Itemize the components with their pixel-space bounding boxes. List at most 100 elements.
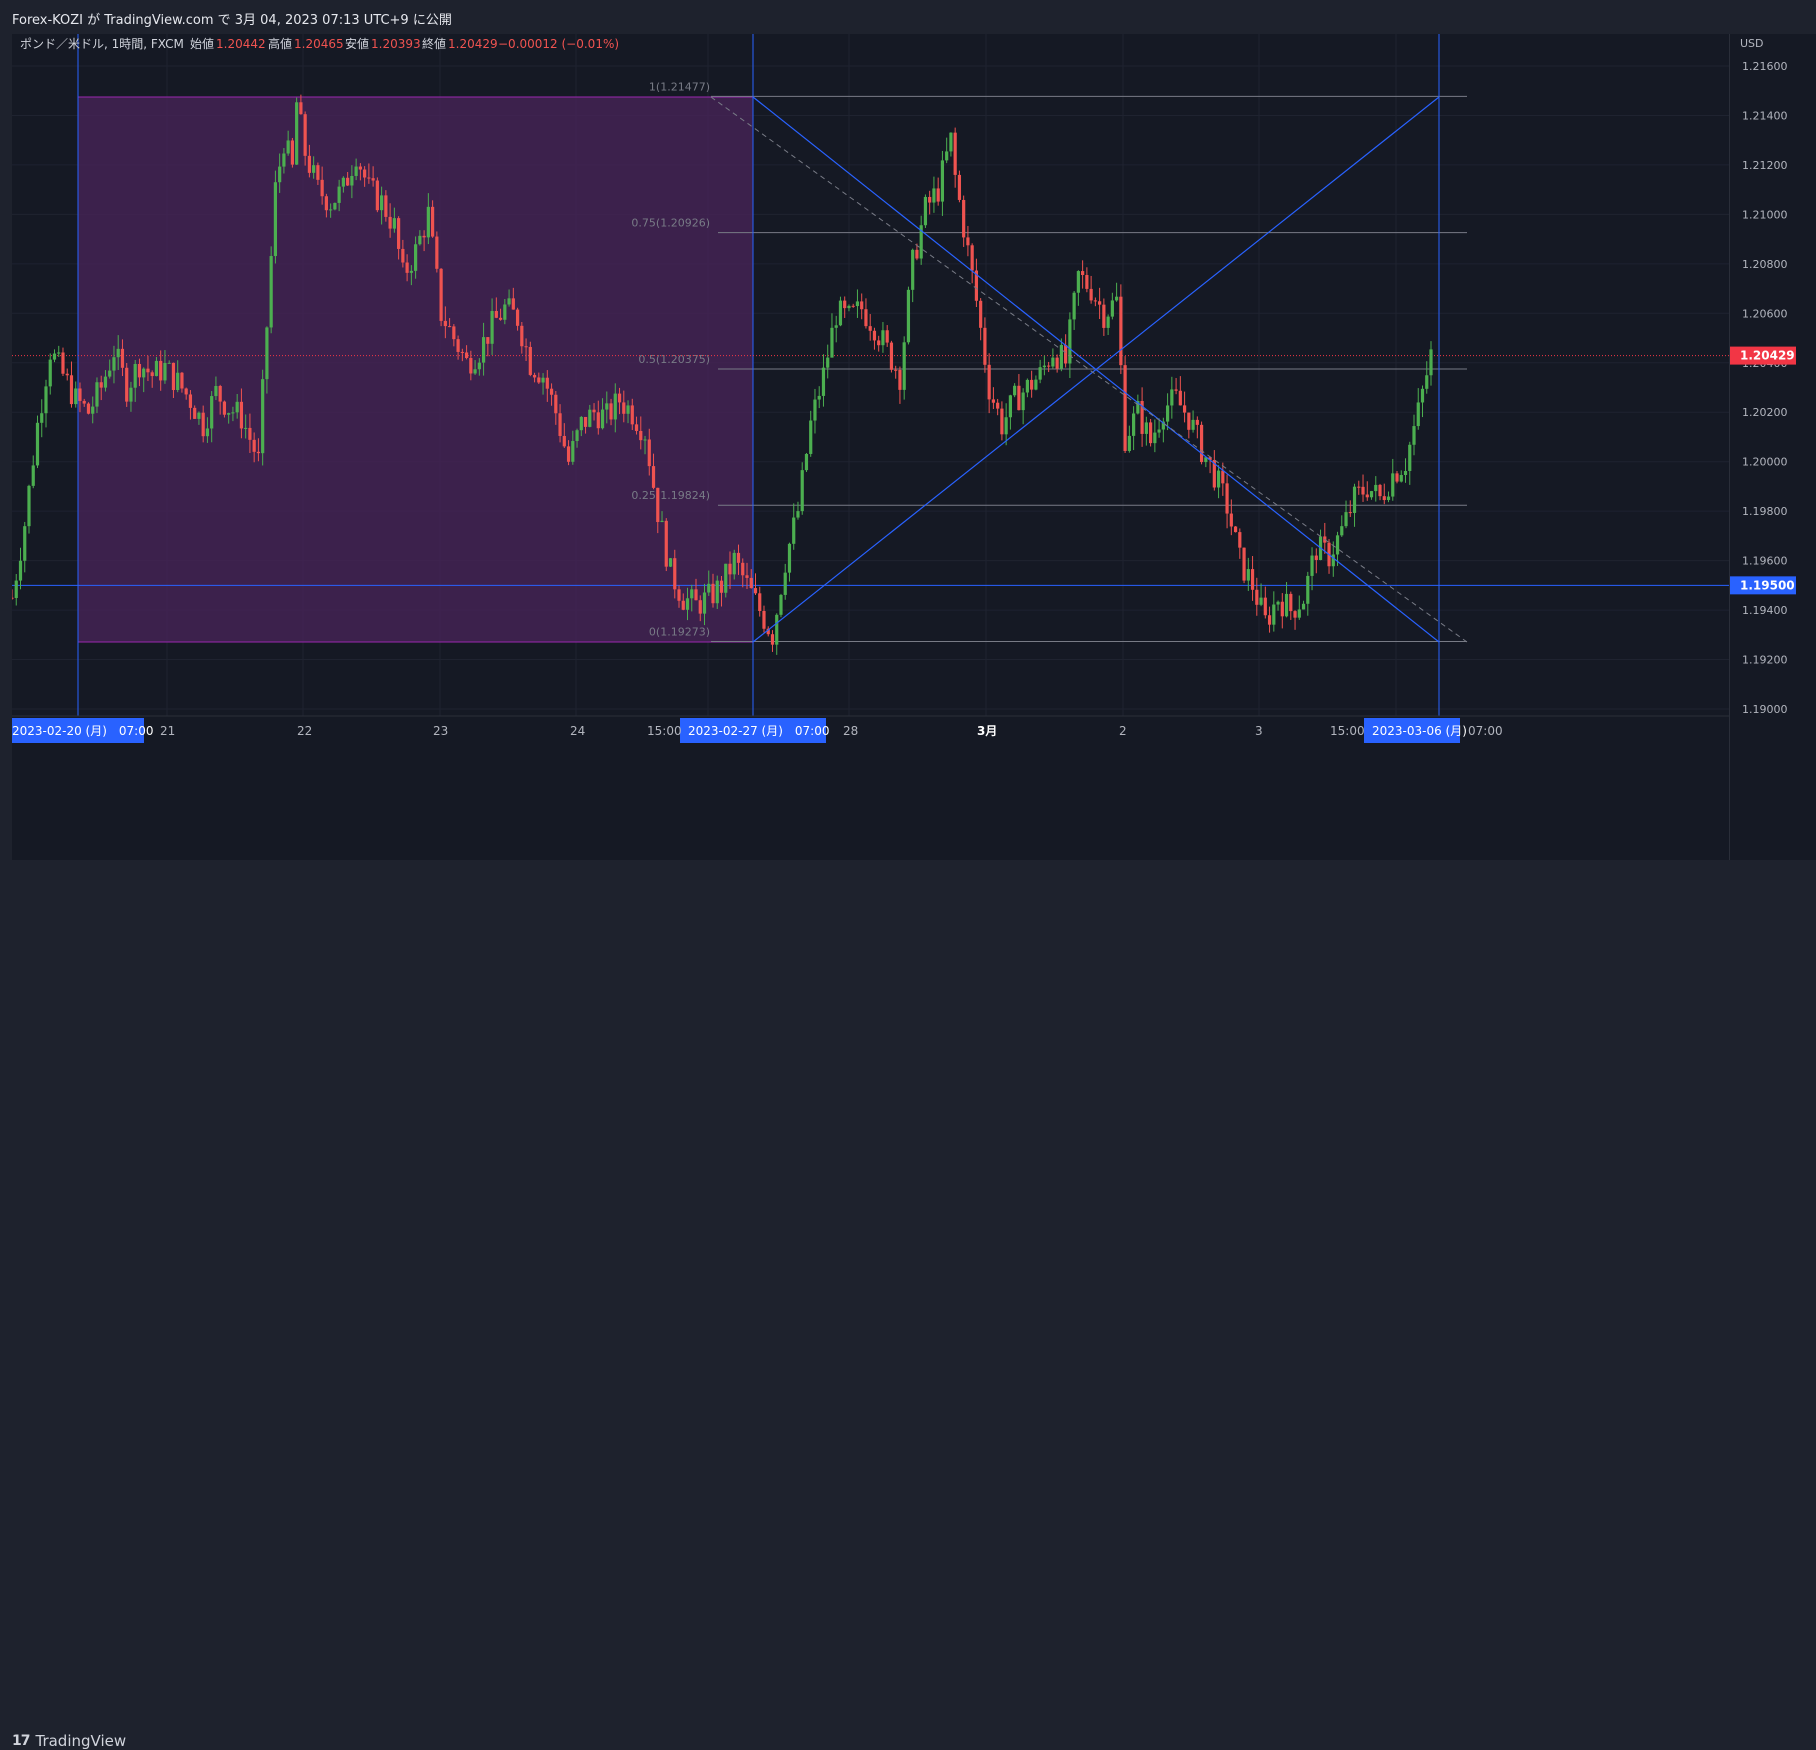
candle-up <box>231 412 235 414</box>
candle-up <box>329 209 333 211</box>
candle-down <box>252 439 256 452</box>
candle-up <box>1132 413 1136 436</box>
candle-up <box>1386 496 1391 501</box>
candle-up <box>792 517 796 544</box>
candle-up <box>809 420 813 454</box>
candle-up <box>354 166 358 176</box>
candle-down <box>1361 486 1365 495</box>
candle-up <box>1025 379 1029 393</box>
tradingview-logo[interactable]: 17 TradingView <box>12 1732 126 1750</box>
legend-open: 1.20442 <box>216 37 266 51</box>
candle-up <box>74 388 78 405</box>
candle-down <box>384 195 388 217</box>
candle-up <box>116 348 120 358</box>
candle-up <box>1306 575 1310 604</box>
candle-up <box>1191 419 1195 430</box>
candle-up <box>333 202 337 210</box>
candle-down <box>1378 484 1382 497</box>
candle-up <box>626 405 630 414</box>
tradingview-brand: TradingView <box>35 1732 127 1750</box>
candle-down <box>868 326 872 331</box>
candle-down <box>970 245 974 271</box>
candle-up <box>142 368 146 378</box>
candle-down <box>558 413 562 436</box>
candle-down <box>290 140 295 165</box>
line-price-label: 1.19500 <box>1740 578 1795 592</box>
candle-down <box>1242 547 1246 581</box>
candle-down <box>1195 419 1199 425</box>
candle-up <box>418 235 422 245</box>
price-tick-label: 1.19800 <box>1742 505 1788 518</box>
candle-up <box>490 310 494 344</box>
candle-down <box>1225 483 1229 514</box>
candle-down <box>630 405 634 425</box>
candle-up <box>112 357 116 371</box>
candle-up <box>392 218 396 229</box>
candle-up <box>1068 319 1072 364</box>
candle-down <box>320 179 324 197</box>
price-tick-label: 1.20800 <box>1742 258 1788 271</box>
candles <box>10 94 1433 655</box>
candle-up <box>27 485 31 527</box>
candle-down <box>639 430 643 441</box>
candle-down <box>753 588 758 594</box>
chart-pane[interactable]: 1(1.21477) 0.75(1.20926) 0.5(1.20375) 0.25(… <box>4 34 1729 860</box>
candle-up <box>167 362 171 364</box>
candle-down <box>1123 365 1127 451</box>
legend-close: 1.20429 <box>448 37 498 51</box>
candle-down <box>966 237 970 246</box>
candle-down <box>1348 512 1352 514</box>
candle-up <box>108 370 112 377</box>
candle-up <box>273 182 278 257</box>
fib-level-label: 0(1.19273) <box>649 625 710 638</box>
candle-up <box>1352 486 1357 513</box>
candle-down <box>1229 513 1233 527</box>
candle-up <box>1136 400 1140 414</box>
candle-down <box>460 351 464 353</box>
candle-up <box>341 177 345 187</box>
time-axis[interactable]: 2023-02-20 (月) 07:00 2023-02-27 (月) 07:0… <box>4 715 1729 743</box>
candle-up <box>643 439 647 441</box>
candle-up <box>830 327 834 358</box>
candle-down <box>1093 300 1097 302</box>
candle-up <box>779 594 783 615</box>
candle-up <box>1425 375 1429 389</box>
candle-down <box>843 300 847 309</box>
candle-down <box>486 337 490 344</box>
candle-down <box>316 165 320 180</box>
candle-down <box>851 305 855 307</box>
candle-down <box>554 394 558 414</box>
price-axis[interactable]: USD 1.21600 1.21400 1.21200 1.21000 1.20800 1… <box>1729 34 1816 860</box>
candle-down <box>375 180 379 211</box>
candle-up <box>1344 512 1348 527</box>
price-tick-label: 1.20200 <box>1742 406 1788 419</box>
candle-down <box>647 439 651 467</box>
candle-down <box>877 340 881 346</box>
candle-up <box>1157 429 1161 433</box>
candle-down <box>307 155 311 173</box>
candle-down <box>346 177 350 186</box>
candle-down <box>447 326 452 328</box>
candle-down <box>864 309 868 327</box>
time-tick-0700: 07:00 <box>1468 724 1503 738</box>
legend-high: 1.20465 <box>294 37 344 51</box>
candle-up <box>18 560 23 581</box>
candle-up <box>1204 457 1208 463</box>
price-tick-label: 1.21200 <box>1742 159 1788 172</box>
candle-up <box>95 382 99 407</box>
candle-down <box>711 583 715 604</box>
candle-up <box>1420 388 1425 403</box>
candle-up <box>834 325 838 328</box>
candle-up <box>881 330 885 346</box>
price-ticks: 1.21600 1.21400 1.21200 1.21000 1.20800 1.206… <box>1742 60 1788 716</box>
candle-down <box>770 634 775 645</box>
candle-up <box>732 552 736 575</box>
candlestick-chart[interactable]: 1(1.21477) 0.75(1.20926) 0.5(1.20375) 0.25(… <box>4 34 1729 860</box>
candle-up <box>1059 344 1063 369</box>
candle-down <box>617 393 622 403</box>
candle-up <box>295 102 299 165</box>
candle-down <box>1174 389 1178 391</box>
candle-up <box>477 362 481 370</box>
candle-up <box>902 342 906 390</box>
candle-up <box>1391 473 1395 497</box>
